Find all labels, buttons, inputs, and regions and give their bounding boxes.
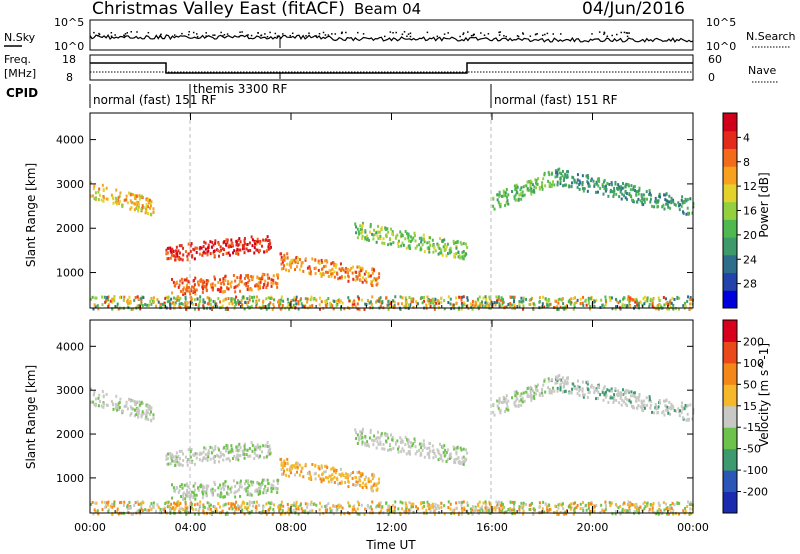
nsky-trace	[89, 31, 694, 48]
freq-strip: Freq. [MHz] 18 8 60 0 Nave	[4, 53, 778, 84]
colorbar-swatch	[723, 448, 737, 471]
colorbar-tick-label: 24	[743, 253, 757, 266]
colorbar-swatch	[723, 130, 737, 149]
colorbar-swatch	[723, 166, 737, 185]
colorbar-swatch	[723, 237, 737, 256]
colorbar-tick-label: 20	[743, 229, 757, 242]
freq-label-line1: Freq.	[4, 53, 31, 66]
nsearch-tick-top: 10^5	[706, 16, 736, 29]
power-colorbar-label: Power [dB]	[757, 172, 771, 237]
nsky-label: N.Sky	[4, 31, 36, 44]
colorbar-swatch	[723, 427, 737, 450]
colorbar-tick-label: 4	[743, 131, 750, 144]
freq-tick-top: 18	[62, 53, 76, 66]
x-tick-label: 16:00	[476, 521, 508, 534]
colorbar-tick-label: 100	[743, 357, 764, 370]
chart-title: Christmas Valley East (fitACF)	[92, 0, 345, 19]
colorbar-swatch	[723, 272, 737, 291]
colorbar-tick-label: -15	[743, 421, 761, 434]
nave-tick-top: 60	[708, 53, 722, 66]
nsky-tick-bottom: 10^0	[54, 40, 84, 53]
colorbar-tick-label: 15	[743, 400, 757, 413]
power-axes: 1000 2000 3000 4000	[56, 113, 694, 308]
colorbar-tick-label: 200	[743, 335, 764, 348]
x-axis-label: Time UT	[365, 538, 416, 552]
y-tick-label: 4000	[56, 134, 84, 147]
colorbar-swatch	[723, 201, 737, 220]
x-tick-label: 20:00	[577, 521, 609, 534]
colorbar-swatch	[723, 148, 737, 167]
y-tick-label: 1000	[56, 472, 84, 485]
power-colorbar: 4 8 12 16 20 24 28	[722, 112, 757, 309]
colorbar-tick-label: 16	[743, 205, 757, 218]
cpid-segment-2: themis 3300 RF	[193, 82, 287, 96]
colorbar-tick-label: 8	[743, 156, 750, 169]
date-label: 04/Jun/2016	[582, 0, 685, 19]
y-tick-label: 4000	[56, 340, 84, 353]
power-ylabel: Slant Range [km]	[24, 163, 38, 267]
x-tick-label: 00:00	[677, 521, 709, 534]
colorbar-tick-label: -200	[743, 486, 768, 499]
velocity-colorbar: 200 100 50 15 -15 -50 -100 -200	[722, 319, 768, 514]
colorbar-swatch	[723, 470, 737, 493]
colorbar-swatch	[723, 341, 737, 364]
colorbar-tick-label: -50	[743, 443, 761, 456]
colorbar-swatch	[723, 491, 737, 514]
colorbar-swatch	[723, 362, 737, 385]
beam-label: Beam 04	[354, 0, 421, 18]
cpid-row: CPID normal (fast) 151 RF themis 3300 RF…	[6, 82, 618, 108]
x-tick-label: 04:00	[175, 521, 207, 534]
velocity-axes: 1000 2000 3000 4000 00:00 04:00 08:00 12:00 16:0…	[56, 320, 709, 534]
y-tick-label: 3000	[56, 384, 84, 397]
nsearch-tick-bottom: 10^0	[706, 40, 736, 53]
y-tick-label: 2000	[56, 222, 84, 235]
x-tick-label: 12:00	[376, 521, 408, 534]
cpid-segment-1: normal (fast) 151 RF	[93, 93, 217, 107]
nave-tick-bottom: 0	[708, 71, 715, 84]
nave-label: Nave	[748, 64, 776, 77]
colorbar-tick-label: 12	[743, 180, 757, 193]
colorbar-swatch	[723, 219, 737, 238]
colorbar-swatch	[723, 183, 737, 203]
nsky-strip: N.Sky 10^5 10^0 10^5 10^0 N.Search	[4, 16, 796, 53]
velocity-data	[90, 373, 695, 516]
colorbar-swatch	[723, 113, 737, 132]
nsky-tick-top: 10^5	[54, 16, 84, 29]
freq-label-line2: [MHz]	[4, 67, 36, 80]
velocity-panel: 1000 2000 3000 4000 00:00 04:00 08:00 12:00 16:0…	[24, 319, 771, 552]
cpid-label: CPID	[6, 86, 38, 100]
colorbar-swatch	[723, 405, 737, 428]
y-tick-label: 3000	[56, 178, 84, 191]
velocity-ylabel: Slant Range [km]	[24, 365, 38, 469]
y-tick-label: 2000	[56, 428, 84, 441]
colorbar-swatch	[723, 254, 737, 274]
velocity-colorbar-label: Velocity [m s^-1]	[757, 343, 771, 447]
cpid-segment-3: normal (fast) 151 RF	[494, 93, 618, 107]
colorbar-tick-label: 50	[743, 378, 757, 391]
colorbar-swatch	[723, 320, 737, 342]
x-tick-label: 00:00	[74, 521, 106, 534]
colorbar-swatch	[723, 384, 737, 407]
freq-tick-bottom: 8	[66, 71, 73, 84]
power-panel: 1000 2000 3000 4000 Slant Range [km] 4 8 12 16…	[24, 112, 771, 311]
x-tick-label: 08:00	[275, 521, 307, 534]
colorbar-tick-label: -100	[743, 464, 768, 477]
power-data	[90, 167, 695, 311]
colorbar-swatch	[723, 290, 737, 309]
y-tick-label: 1000	[56, 267, 84, 280]
nsearch-label: N.Search	[746, 30, 796, 43]
colorbar-tick-label: 28	[743, 278, 757, 291]
